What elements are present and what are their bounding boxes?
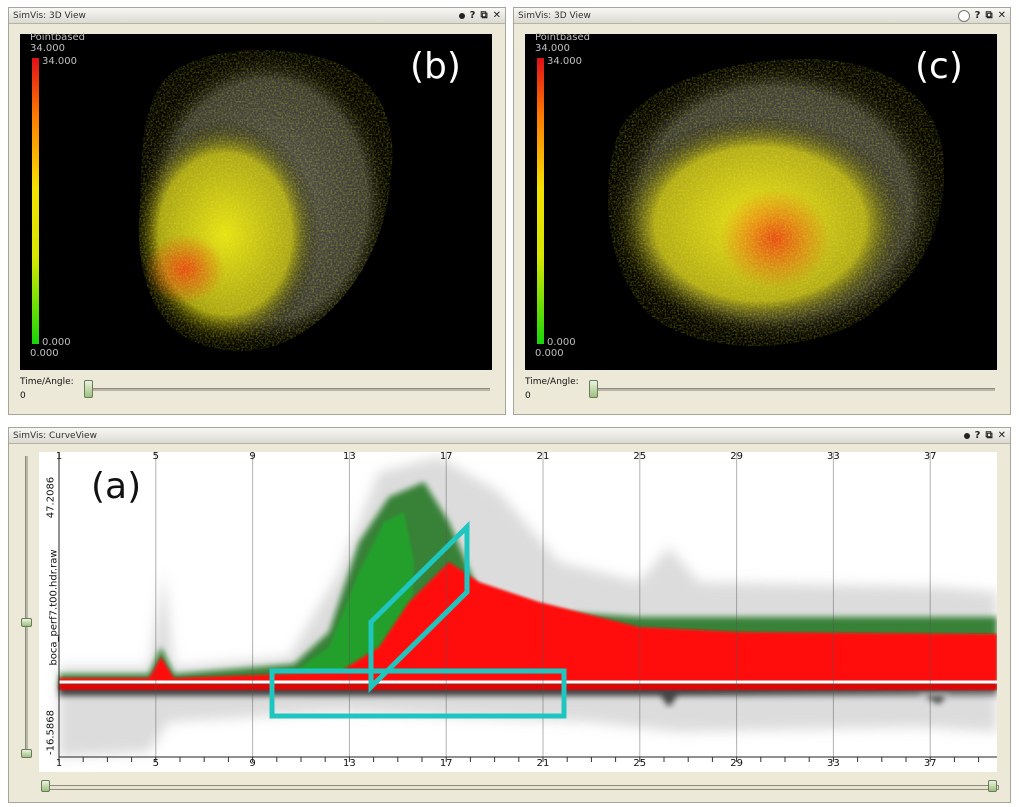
x-tick-label: 1 [55, 758, 63, 769]
x-tick-label: 29 [730, 758, 743, 769]
time-angle-value: 0 [20, 391, 26, 401]
x-tick-label: 17 [439, 758, 453, 769]
x-tick-label: 21 [536, 758, 550, 769]
view-3d-b-titlebar: SimVis: 3D View ? ⧉ ✕ [9, 8, 505, 24]
x-tick-label: 33 [827, 451, 840, 462]
legend-max-outer: 34.000 [30, 43, 65, 54]
restore-icon[interactable]: ⧉ [985, 430, 993, 441]
legend-max-inner: 34.000 [42, 56, 77, 67]
legend-min-inner: 0.000 [547, 337, 576, 348]
curve-view-titlebar: SimVis: CurveView ? ⧉ ✕ [9, 428, 1010, 444]
x-tick-label: 17 [439, 451, 453, 462]
curve-view-panel: SimVis: CurveView ? ⧉ ✕ [8, 427, 1011, 803]
x-tick-label: 25 [633, 758, 647, 769]
help-icon[interactable]: ? [974, 430, 981, 441]
y-range-slider-track[interactable] [25, 456, 28, 756]
view-label-a: (a) [91, 466, 142, 507]
time-angle-label: Time/Angle: [20, 377, 74, 387]
x-tick-label: 1 [55, 451, 63, 462]
curve-plot-area[interactable]: 1 5 9 13 17 21 25 29 33 37 1 5 9 13 17 21 25 29 33 37 47.2… [39, 451, 997, 772]
view-3d-b-canvas[interactable]: Pointbased 34.000 34.000 0.000 0.000 [20, 32, 492, 370]
x-tick-label: 9 [249, 758, 256, 769]
color-legend-bar [537, 58, 544, 344]
x-tick-label: 21 [536, 451, 550, 462]
legend-min-outer: 0.000 [30, 348, 59, 359]
pin-icon[interactable] [963, 433, 970, 439]
x-tick-label: 13 [343, 451, 356, 462]
y-axis-name: boca_perf7.t00.hdr.raw [48, 549, 60, 666]
x-tick-label: 37 [923, 758, 937, 769]
brush-parallelogram [368, 521, 470, 693]
x-range-slider-right-thumb[interactable] [988, 780, 997, 792]
color-legend-bar [32, 58, 39, 344]
x-range-slider-track[interactable] [45, 785, 999, 790]
volume-rendering-b [138, 50, 393, 351]
pin-icon[interactable] [957, 10, 970, 22]
x-range-slider-left-thumb[interactable] [41, 780, 50, 792]
time-angle-label: Time/Angle: [525, 377, 579, 387]
restore-icon[interactable]: ⧉ [985, 10, 993, 21]
legend-max-outer: 34.000 [535, 43, 570, 54]
time-angle-slider-track[interactable] [84, 388, 490, 391]
close-icon[interactable]: ✕ [997, 430, 1006, 441]
y-max-label: 47.2086 [45, 476, 57, 519]
x-tick-label: 25 [633, 451, 647, 462]
x-tick-label: 13 [343, 758, 356, 769]
legend-title: Pointbased [535, 32, 591, 43]
legend-title: Pointbased [30, 32, 86, 43]
view-label-c: (c) [915, 46, 963, 87]
time-angle-slider-thumb[interactable] [84, 380, 93, 398]
curve-plot-svg [58, 452, 997, 762]
pin-icon[interactable] [458, 13, 465, 19]
brush-rectangle [269, 668, 567, 719]
view-3d-c-panel: SimVis: 3D View ? ⧉ ✕ Pointbased 34.000 … [513, 7, 1011, 415]
legend-max-inner: 34.000 [547, 56, 582, 67]
close-icon[interactable]: ✕ [997, 10, 1006, 21]
restore-icon[interactable]: ⧉ [480, 10, 488, 21]
view-3d-b-panel: SimVis: 3D View ? ⧉ ✕ Pointbased 34.000 … [8, 7, 506, 415]
y-min-label: -16.5868 [45, 710, 57, 755]
view-3d-c-title: SimVis: 3D View [518, 11, 591, 21]
time-angle-slider-thumb[interactable] [589, 380, 598, 398]
x-tick-label: 5 [152, 451, 159, 462]
legend-min-outer: 0.000 [535, 348, 564, 359]
x-tick-label: 37 [923, 451, 937, 462]
volume-rendering-c [607, 59, 944, 346]
legend-min-inner: 0.000 [42, 337, 71, 348]
view-label-b: (b) [410, 46, 461, 87]
view-3d-c-window-controls: ? ⧉ ✕ [957, 8, 1006, 24]
view-3d-c-titlebar: SimVis: 3D View ? ⧉ ✕ [514, 8, 1010, 24]
y-range-slider-bottom-thumb[interactable] [21, 749, 32, 758]
curve-view-title: SimVis: CurveView [13, 431, 97, 441]
x-minor-ticks [58, 757, 980, 762]
close-icon[interactable]: ✕ [492, 10, 501, 21]
y-range-slider-top-thumb[interactable] [21, 618, 32, 627]
x-tick-label: 29 [730, 451, 743, 462]
view-3d-c-canvas[interactable]: Pointbased 34.000 34.000 0.000 0.000 [525, 32, 997, 370]
view-3d-b-window-controls: ? ⧉ ✕ [458, 8, 501, 24]
help-icon[interactable]: ? [469, 10, 476, 21]
x-tick-label: 5 [152, 758, 159, 769]
time-angle-value: 0 [525, 391, 531, 401]
time-angle-slider-track[interactable] [589, 388, 995, 391]
help-icon[interactable]: ? [974, 10, 981, 21]
x-tick-label: 9 [249, 451, 256, 462]
view-3d-b-title: SimVis: 3D View [13, 11, 86, 21]
curve-view-window-controls: ? ⧉ ✕ [963, 428, 1006, 444]
x-tick-label: 33 [827, 758, 840, 769]
